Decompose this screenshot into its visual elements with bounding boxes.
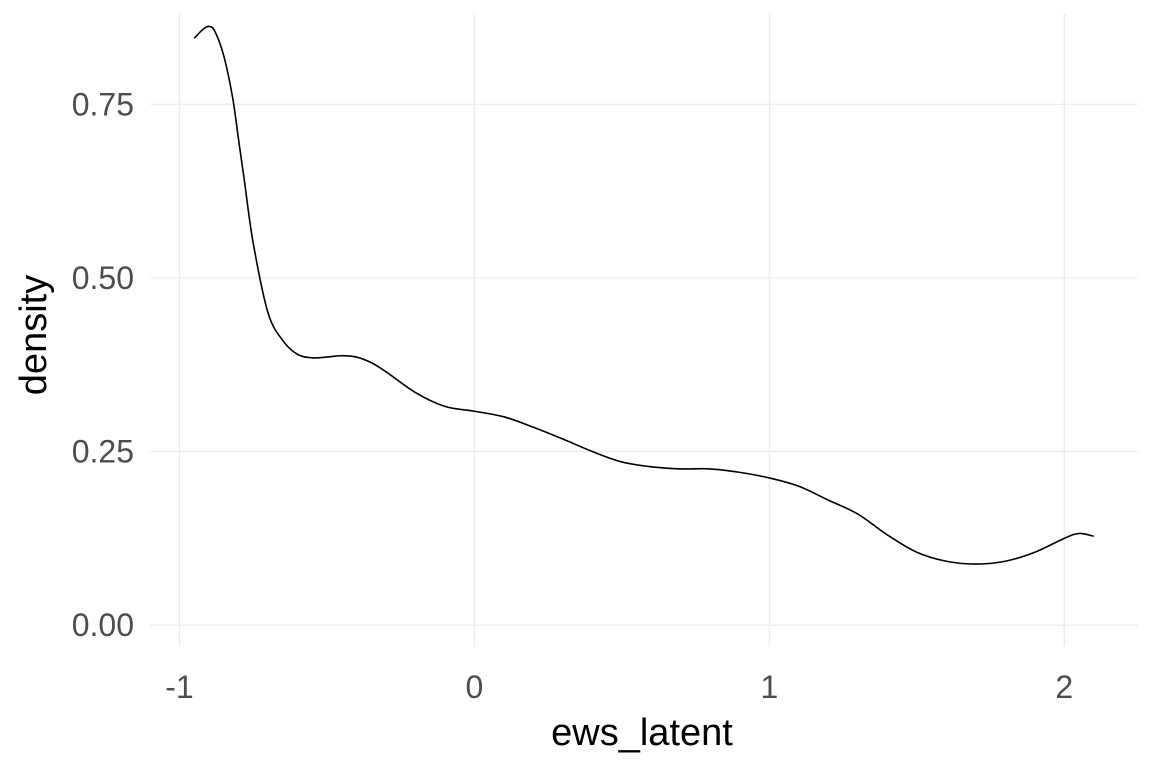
grid-lines: [150, 14, 1138, 646]
y-tick-label: 0.75: [72, 86, 134, 122]
plot-area: [193, 25, 1094, 565]
y-tick-label: 0.00: [72, 607, 134, 643]
y-tick-label: 0.50: [72, 260, 134, 296]
x-tick-label: 1: [760, 669, 778, 705]
x-tick-label: 2: [1055, 669, 1073, 705]
x-axis-title: ews_latent: [551, 712, 733, 754]
x-tick-label: 0: [466, 669, 484, 705]
y-tick-label: 0.25: [72, 434, 134, 470]
density-curve: [193, 25, 1094, 565]
x-tick-label: -1: [165, 669, 193, 705]
y-axis-title: density: [13, 275, 55, 395]
tick-labels: -1 0 1 2 0.00 0.25 0.50 0.75: [72, 86, 1073, 705]
